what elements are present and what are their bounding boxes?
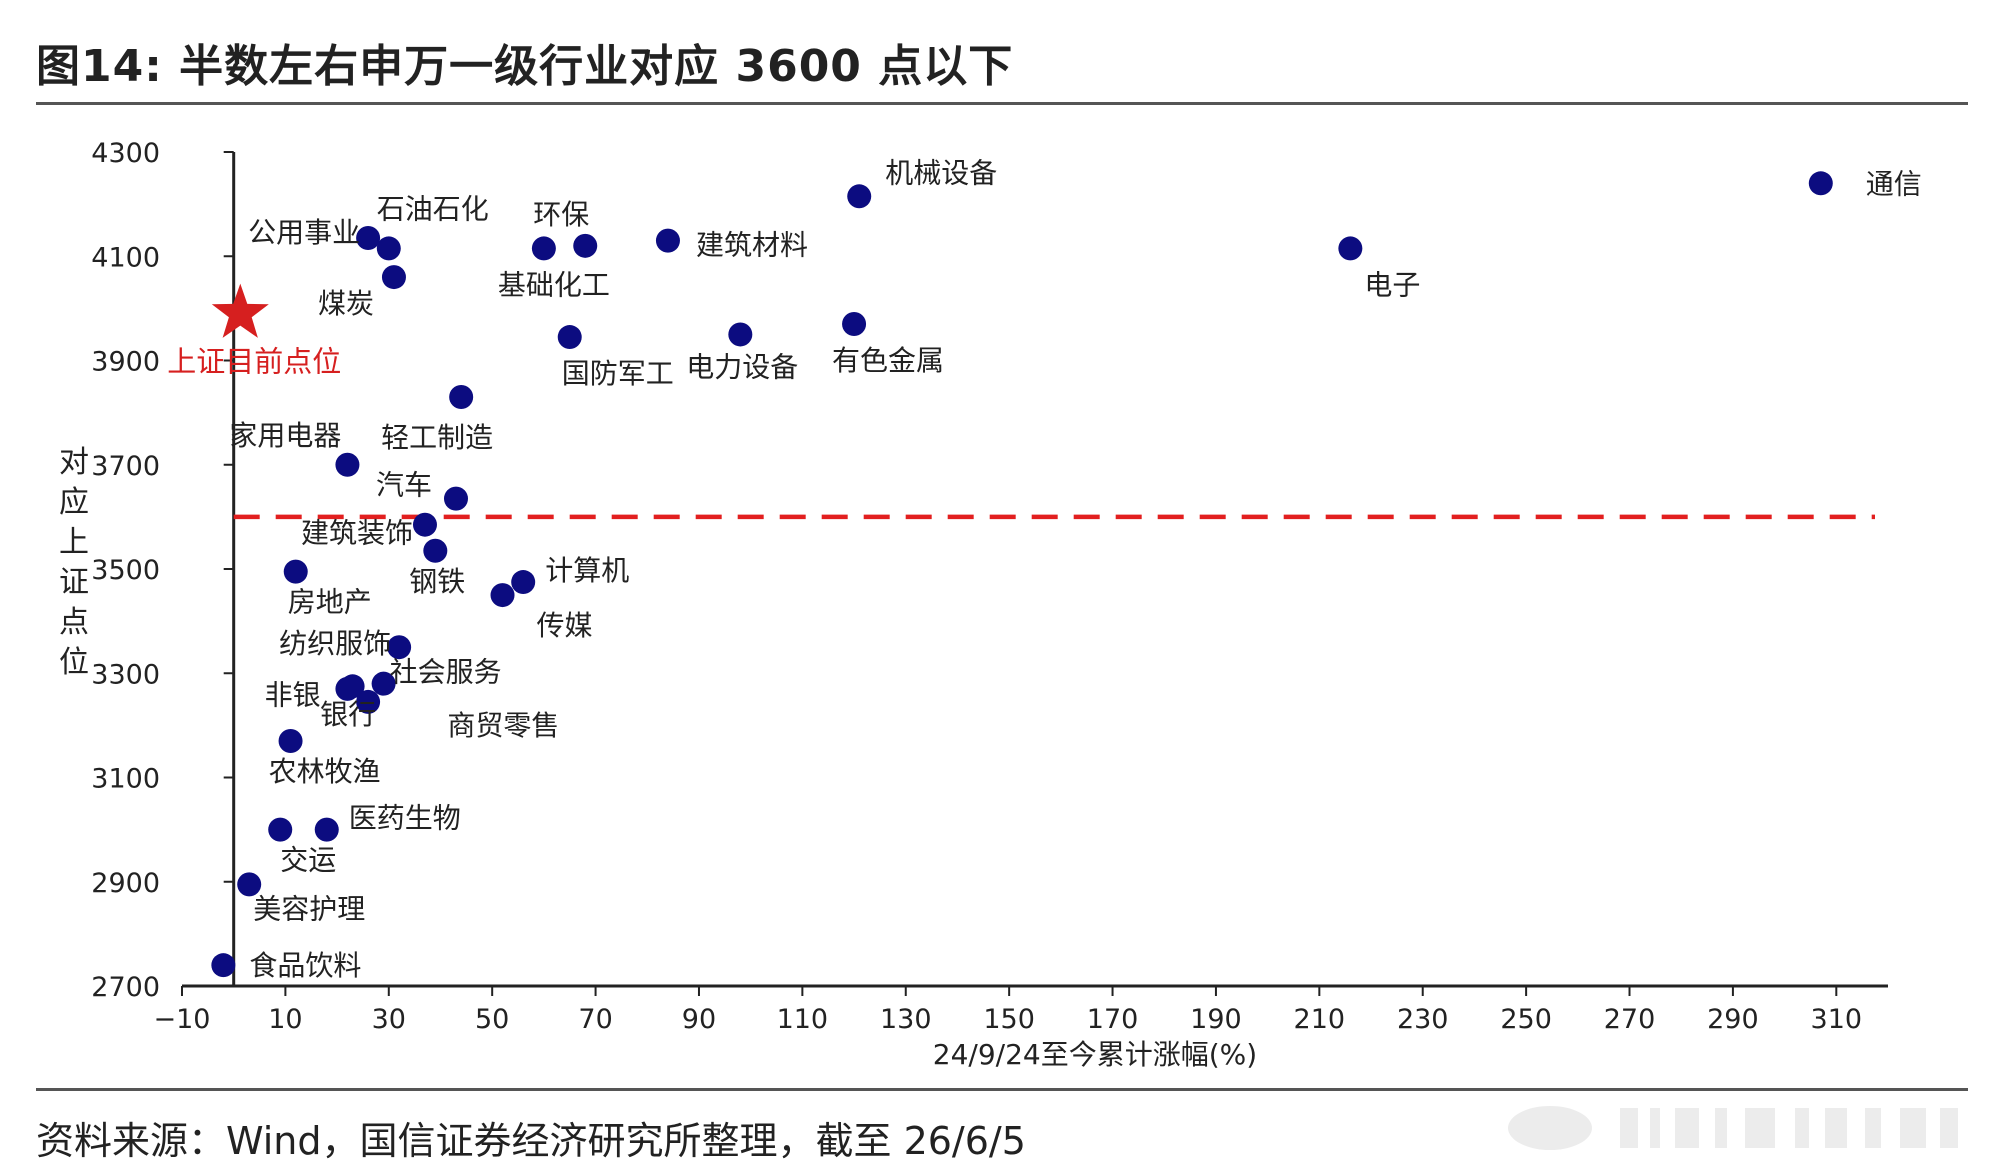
data-point <box>356 226 381 251</box>
y-tick-label: 3300 <box>91 659 160 690</box>
x-tick-label: 290 <box>1707 1004 1759 1035</box>
page-title: 图14: 半数左右申万一级行业对应 3600 点以下 <box>36 41 1014 92</box>
point-label: 传媒 <box>537 609 593 642</box>
point-label: 纺织服饰 <box>279 627 391 660</box>
data-point <box>423 538 448 563</box>
data-point <box>314 817 339 842</box>
data-point <box>557 325 582 350</box>
y-tick-label: 3100 <box>91 764 160 795</box>
point-label: 电力设备 <box>686 350 798 383</box>
point-label: 家用电器 <box>229 419 341 452</box>
data-point <box>573 233 598 258</box>
data-point <box>356 689 381 714</box>
point-label: 商贸零售 <box>447 709 559 742</box>
data-point <box>387 635 412 660</box>
point-label: 计算机 <box>545 554 629 587</box>
y-tick-label: 3700 <box>91 451 160 482</box>
x-tick-label: 170 <box>1087 1004 1139 1035</box>
x-tick-label: 230 <box>1397 1004 1449 1035</box>
data-point <box>655 228 680 253</box>
y-tick-label: 4100 <box>91 242 160 273</box>
point-label: 国防军工 <box>562 357 674 390</box>
point-label: 环保 <box>533 198 589 231</box>
data-point <box>1808 171 1833 196</box>
data-point <box>376 236 401 261</box>
x-tick-label: 110 <box>777 1004 829 1035</box>
data-point <box>443 486 468 511</box>
point-label: 农林牧渔 <box>269 755 381 788</box>
point-label: 轻工制造 <box>381 421 493 454</box>
point-label: 机械设备 <box>885 156 997 189</box>
x-tick-label: 90 <box>682 1004 716 1035</box>
x-tick-label: 150 <box>983 1004 1035 1035</box>
point-label: 煤炭 <box>318 287 374 320</box>
point-label: 房地产 <box>288 586 372 619</box>
x-tick-label: 210 <box>1294 1004 1346 1035</box>
data-point <box>412 512 437 537</box>
point-label: 交运 <box>280 844 336 877</box>
x-tick-label: 30 <box>372 1004 406 1035</box>
y-tick-label: 2700 <box>91 972 160 1003</box>
point-label: 电子 <box>1364 268 1420 301</box>
current-index-label: 上证目前点位 <box>167 345 341 379</box>
y-tick-label: 3900 <box>91 347 160 378</box>
data-point <box>449 384 474 409</box>
x-tick-label: 270 <box>1604 1004 1656 1035</box>
point-label: 建筑材料 <box>696 229 808 262</box>
data-point <box>371 671 396 696</box>
data-points <box>211 171 1833 978</box>
point-label: 汽车 <box>376 469 432 502</box>
data-point <box>381 265 406 290</box>
data-point <box>335 676 360 701</box>
x-tick-label: 10 <box>268 1004 302 1035</box>
x-tick-label: 50 <box>475 1004 509 1035</box>
data-point <box>237 872 262 897</box>
point-label: 食品饮料 <box>249 949 361 982</box>
x-tick-label: 310 <box>1811 1004 1863 1035</box>
data-point <box>211 953 236 978</box>
source-divider <box>36 1088 1968 1091</box>
point-label: 美容护理 <box>253 892 365 925</box>
x-tick-label: 130 <box>880 1004 932 1035</box>
point-label: 通信 <box>1866 167 1922 200</box>
point-label: 社会服务 <box>390 656 502 689</box>
point-label: 石油石化 <box>377 192 489 225</box>
point-label: 有色金属 <box>832 344 944 377</box>
x-tick-label: −10 <box>154 1004 211 1035</box>
data-point <box>847 184 872 209</box>
data-point <box>490 583 515 608</box>
source-note: 资料来源：Wind，国信证券经济研究所整理，截至 26/6/5 <box>36 1119 1026 1163</box>
point-label: 钢铁 <box>409 565 465 598</box>
x-axis-title: 24/9/24至今累计涨幅(%) <box>933 1038 1257 1071</box>
point-label: 非银 <box>265 678 321 711</box>
point-label: 医药生物 <box>349 802 461 835</box>
watermark-logo <box>1508 1106 1958 1150</box>
data-point <box>283 559 308 584</box>
data-point <box>335 452 360 477</box>
scatter-chart: −10 10 30 50 70 90 110 130 150 170 190 210 230 250 270… <box>59 138 1922 1071</box>
y-tick-label: 2900 <box>91 868 160 899</box>
point-label: 银行 <box>320 698 376 731</box>
point-label: 基础化工 <box>498 268 610 301</box>
y-tick-label: 3500 <box>91 555 160 586</box>
point-label: 建筑装饰 <box>301 517 413 550</box>
current-index-star <box>211 283 269 338</box>
data-point <box>278 729 303 754</box>
x-tick-label: 190 <box>1190 1004 1242 1035</box>
data-point <box>728 322 753 347</box>
current-marker-group: 上证目前点位 <box>167 283 341 379</box>
x-tick-label: 70 <box>578 1004 612 1035</box>
point-label: 公用事业 <box>248 216 360 249</box>
y-tick-label: 4300 <box>91 138 160 169</box>
title-divider <box>36 102 1968 105</box>
y-axis-title: 对应上证点位 <box>59 445 89 680</box>
chart-axes: −10 10 30 50 70 90 110 130 150 170 190 210 230 250 270… <box>59 138 1888 1071</box>
data-point <box>511 570 536 595</box>
data-point <box>842 312 867 337</box>
data-point <box>268 817 293 842</box>
data-point <box>1338 236 1363 261</box>
x-tick-label: 250 <box>1500 1004 1552 1035</box>
data-point <box>531 236 556 261</box>
